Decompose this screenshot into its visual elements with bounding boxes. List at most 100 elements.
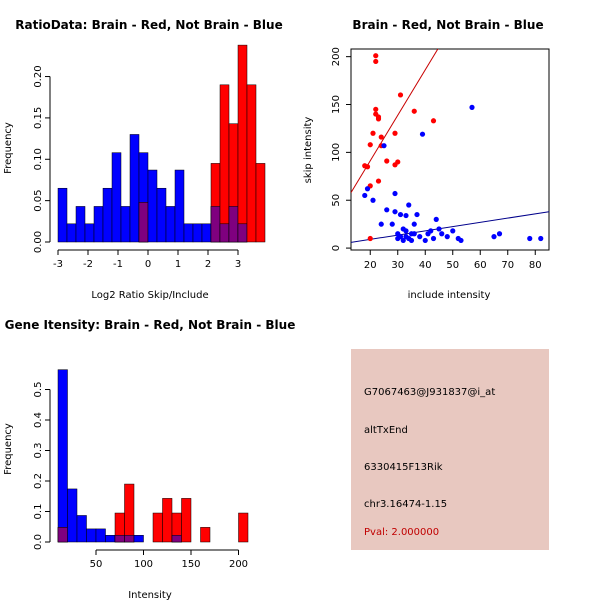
notbrain-point [408,237,415,244]
ratio-histogram-panel: RatioData: Brain - Red, Not Brain - Blue… [3,18,283,301]
notbrain-point [403,212,409,219]
notbrain-point [419,131,426,137]
intensity-overlap-bar [124,535,135,543]
ratio-notbrain-bar [66,223,77,243]
notbrain-point [397,211,404,218]
notbrain-point [411,231,417,237]
ratio-brain-bar [255,163,266,243]
notbrain-point [395,235,401,242]
notbrain-point [392,190,398,197]
intensity-x-tick-label: 100 [134,559,153,570]
ratio-notbrain-bar [183,223,194,243]
intensity-brain-bar [200,527,211,543]
ratio-notbrain-bar [111,152,122,243]
ratio-brain-bar [237,44,248,243]
notbrain-point [364,186,371,192]
scatter-points [362,53,544,244]
ratio-notbrain-bar [102,187,113,243]
notbrain-point [439,231,445,237]
scatter-x-tick-label: 80 [529,260,542,271]
scatter-plot-frame [350,48,550,251]
brain-point [378,134,384,140]
scatter-x-tick-label: 40 [419,260,432,271]
scatter-y-tick-label: 150 [331,95,342,114]
notbrain-point [384,207,390,213]
intensity-notbrain-bar [57,369,68,543]
intensity-histogram-xlabel: Intensity [128,590,172,600]
probe-id-text: G7067463@J931837@i_at [364,387,496,398]
intensity-y-tick-label: 0.0 [33,534,44,550]
scatter-x-axis: 20 30 40 50 60 70 80 [364,250,542,271]
intensity-overlap-bar [57,527,68,543]
notbrain-point [436,226,442,232]
ratio-overlap-bar [210,206,221,243]
ratio-notbrain-bar [192,223,203,243]
brain-point [392,162,398,168]
brain-point [384,158,390,164]
notbrain-point [428,228,434,234]
notbrain-point [411,221,417,227]
ratio-notbrain-bar [147,169,158,243]
ratio-x-tick-label: 3 [235,259,241,270]
intensity-histogram-bars [57,369,249,543]
ratio-notbrain-bar [165,206,176,243]
notbrain-point [392,209,398,215]
brain-point [375,116,382,122]
scatter-y-axis: 0 50 100 150 200 [331,47,351,251]
brain-point [411,108,417,114]
brain-point [367,235,373,242]
ratio-notbrain-bar [84,223,95,243]
intensity-notbrain-bar [95,528,106,543]
ratio-histogram-bars [57,44,266,243]
ratio-notbrain-bar [156,187,167,243]
brain-point [392,130,398,136]
gene-name-text: 6330415F13Rik [364,462,443,473]
notbrain-point [381,143,387,149]
notbrain-point [406,202,412,208]
intensity-y-tick-label: 0.5 [33,382,44,398]
ratio-overlap-bar [138,202,149,243]
scatter-x-tick-label: 20 [364,260,377,271]
notbrain-point [389,221,395,227]
intensity-notbrain-bar [86,528,97,543]
notbrain-point [491,234,497,240]
brain-point [370,130,376,136]
notbrain-point [414,211,420,218]
brain-point [397,92,404,98]
intensity-overlap-bar [114,535,125,543]
scatter-x-tick-label: 60 [474,260,487,271]
intensity-brain-bar [124,483,135,543]
location-text: chr3.16474-1.15 [364,499,448,510]
intensity-brain-bar [238,512,249,543]
ratio-y-tick-label: 0.05 [33,190,44,212]
brain-point [375,178,382,184]
scatter-y-tick-label: 200 [331,47,342,66]
brain-point [373,53,379,59]
notbrain-point [469,104,475,110]
intensity-brain-bar [181,498,192,543]
ratio-overlap-bar [228,206,239,243]
probe-info-panel: G7067463@J931837@i_at altTxEnd 6330415F1… [351,349,549,550]
notbrain-point [444,234,450,240]
ratio-x-tick-label: 2 [205,259,211,270]
scatter-y-tick-label: 100 [331,143,342,162]
notbrain-point [370,197,376,203]
intensity-histogram-x-axis: 50 100 150 200 [90,549,248,570]
ratio-x-tick-label: -2 [83,259,93,270]
intensity-x-tick-label: 200 [229,559,248,570]
scatter-x-tick-label: 70 [501,260,514,271]
notbrain-point [422,237,428,244]
notbrain-point [538,235,544,242]
notbrain-point [378,221,384,227]
ratio-notbrain-bar [174,169,185,243]
intensity-y-tick-label: 0.2 [33,473,44,489]
notbrain-point [430,235,437,242]
ratio-histogram-xlabel: Log2 Ratio Skip/Include [91,290,208,301]
notbrain-point [403,228,409,234]
scatter-panel: Brain - Red, Not Brain - Blue 20 30 40 50 60… [303,18,550,301]
notbrain-fit-line [351,211,549,243]
brain-fit-line [351,49,439,193]
intensity-notbrain-bar [105,535,116,543]
ratio-notbrain-bar [120,206,131,243]
intensity-overlap-bar [171,535,182,543]
